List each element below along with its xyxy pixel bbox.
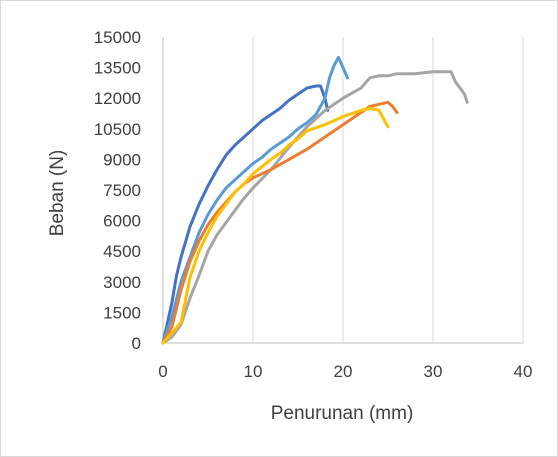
x-tick-label: 0 bbox=[158, 362, 167, 381]
tick-labels: 0 10 20 30 40 0 1500 3000 4500 6000 7500 9000 10500 1… bbox=[94, 28, 533, 381]
x-tick-label: 30 bbox=[424, 362, 443, 381]
y-tick-label: 12000 bbox=[94, 89, 141, 108]
y-tick-label: 13500 bbox=[94, 59, 141, 78]
x-tick-label: 10 bbox=[244, 362, 263, 381]
grid-lines bbox=[252, 37, 524, 343]
y-tick-label: 9000 bbox=[103, 150, 141, 169]
x-axis-title: Penurunan (mm) bbox=[271, 403, 414, 424]
y-tick-label: 4500 bbox=[103, 242, 141, 261]
x-tick-label: 20 bbox=[334, 362, 353, 381]
y-tick-label: 6000 bbox=[103, 212, 141, 231]
series-line-4 bbox=[161, 100, 399, 345]
series-line-1 bbox=[161, 84, 330, 345]
y-tick-label: 3000 bbox=[103, 273, 141, 292]
y-tick-label: 15000 bbox=[94, 28, 141, 47]
y-tick-label: 7500 bbox=[103, 181, 141, 200]
series-line-2 bbox=[161, 55, 349, 345]
series-lines bbox=[161, 55, 469, 345]
x-tick-label: 40 bbox=[514, 362, 533, 381]
series-line-5 bbox=[161, 106, 390, 345]
y-tick-label: 10500 bbox=[94, 120, 141, 139]
series-line-3 bbox=[161, 70, 469, 345]
y-axis-title: Beban (N) bbox=[47, 150, 68, 237]
y-tick-label: 0 bbox=[132, 334, 141, 353]
axes bbox=[162, 37, 523, 344]
y-tick-label: 1500 bbox=[103, 303, 141, 322]
